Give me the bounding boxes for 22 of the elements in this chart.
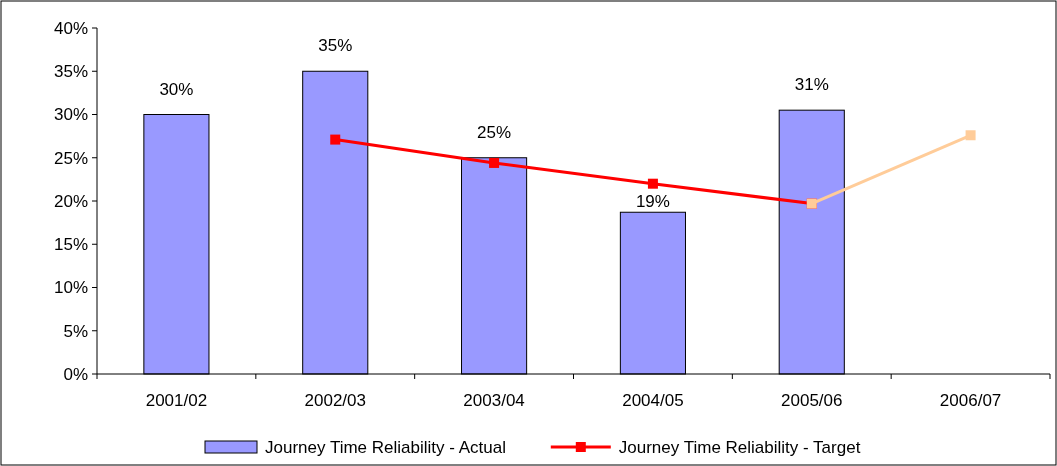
x-tick-label: 2005/06 (781, 391, 843, 410)
y-tick-label: 25% (53, 148, 88, 168)
x-tick-label: 2001/02 (145, 391, 208, 410)
y-tick-label: 15% (53, 235, 88, 255)
y-tick-label: 20% (53, 191, 88, 211)
data-label: 25% (477, 122, 512, 142)
y-tick-label: 10% (53, 278, 88, 298)
y-tick-label: 30% (53, 105, 88, 125)
data-label: 31% (794, 75, 829, 95)
x-tick-label: 2002/03 (304, 391, 366, 410)
y-tick-label: 0% (63, 364, 88, 384)
data-label: 30% (159, 79, 194, 99)
legend-label: Journey Time Reliability - Actual (265, 437, 506, 457)
y-tick-label: 40% (53, 18, 88, 38)
data-label: 19% (635, 192, 670, 212)
x-tick-label: 2006/07 (939, 391, 1002, 410)
y-tick-label: 35% (53, 62, 88, 82)
data-label: 35% (318, 36, 353, 56)
legend-label: Journey Time Reliability - Target (618, 437, 861, 457)
y-tick-label: 5% (63, 321, 88, 341)
x-tick-label: 2004/05 (622, 391, 684, 410)
x-tick-label: 2003/04 (463, 391, 525, 410)
